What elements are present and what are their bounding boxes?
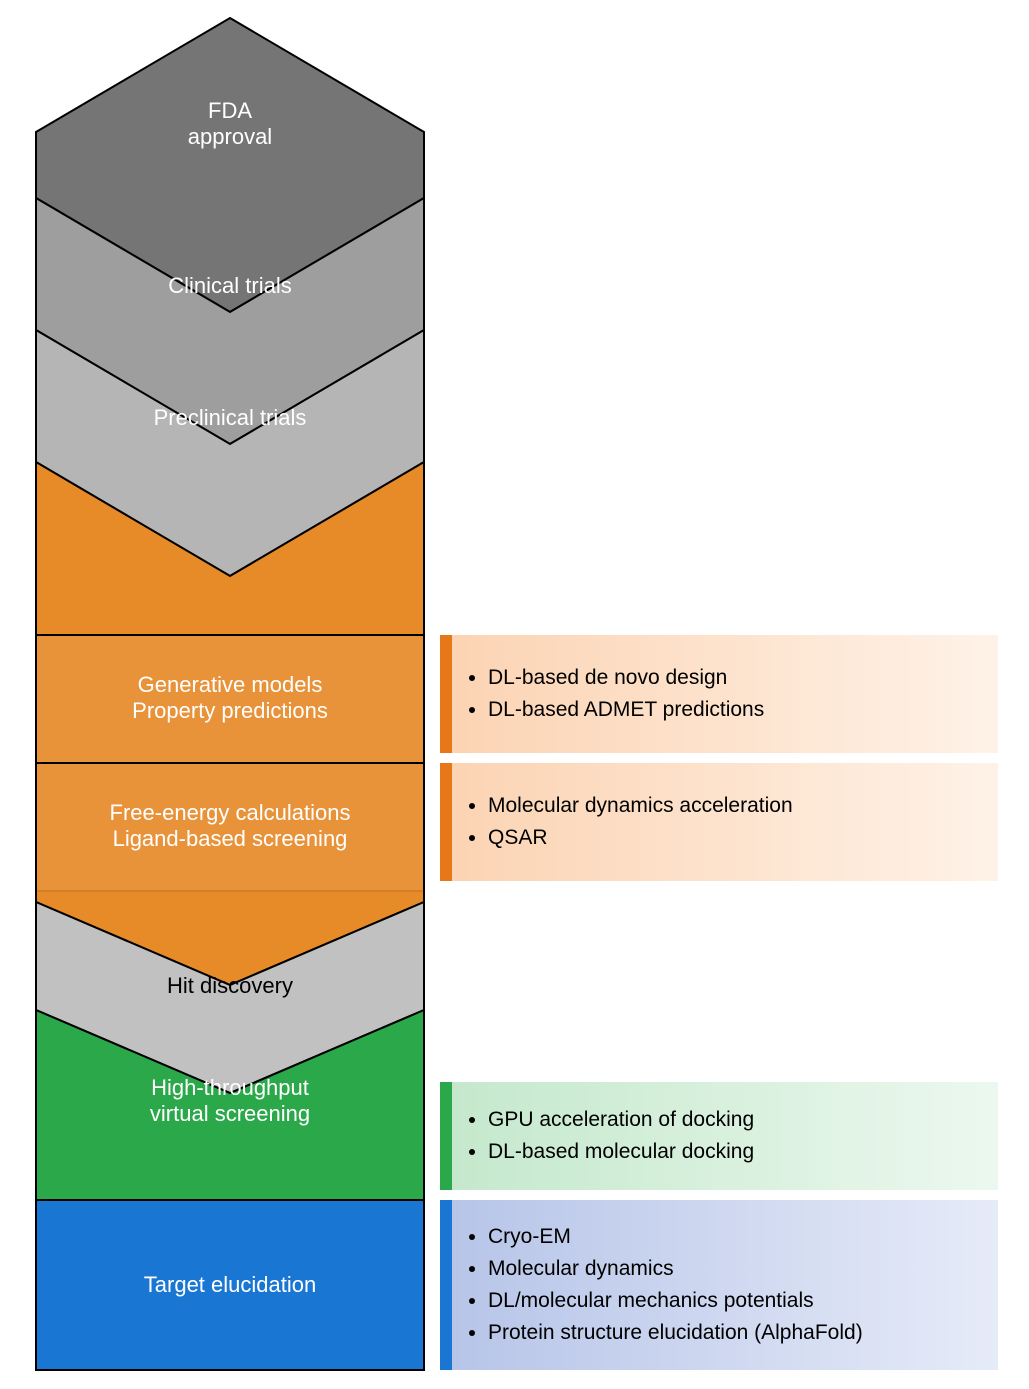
info-stripe-free-energy [440,763,452,881]
chevron-stack [32,0,428,1389]
info-content-hts: GPU acceleration of docking DL-based mol… [456,1101,754,1172]
info-stripe-target [440,1200,452,1370]
info-item: Molecular dynamics acceleration [488,793,793,819]
diagram-canvas: FDA approval Clinical trials Preclinical… [0,0,1029,1389]
info-content-target: Cryo-EM Molecular dynamics DL/molecular … [456,1218,863,1353]
chevron-gen-models-overlay [36,635,424,763]
info-item: DL-based molecular docking [488,1139,754,1165]
info-item: DL-based de novo design [488,665,764,691]
info-item: GPU acceleration of docking [488,1107,754,1133]
info-box-free-energy: Molecular dynamics acceleration QSAR [440,763,998,881]
info-item: DL/molecular mechanics potentials [488,1288,863,1314]
info-item: Molecular dynamics [488,1256,863,1282]
info-item: DL-based ADMET predictions [488,697,764,723]
info-box-gen-models: DL-based de novo design DL-based ADMET p… [440,635,998,753]
chevron-target [36,1200,424,1370]
info-item: Cryo-EM [488,1224,863,1250]
info-content-free-energy: Molecular dynamics acceleration QSAR [456,787,793,858]
info-box-hts: GPU acceleration of docking DL-based mol… [440,1082,998,1190]
info-box-target: Cryo-EM Molecular dynamics DL/molecular … [440,1200,998,1370]
info-content-gen-models: DL-based de novo design DL-based ADMET p… [456,659,764,730]
info-stripe-gen-models [440,635,452,753]
info-item: Protein structure elucidation (AlphaFold… [488,1320,863,1346]
info-item: QSAR [488,825,793,851]
info-stripe-hts [440,1082,452,1190]
chevron-free-energy-overlay [36,763,424,891]
